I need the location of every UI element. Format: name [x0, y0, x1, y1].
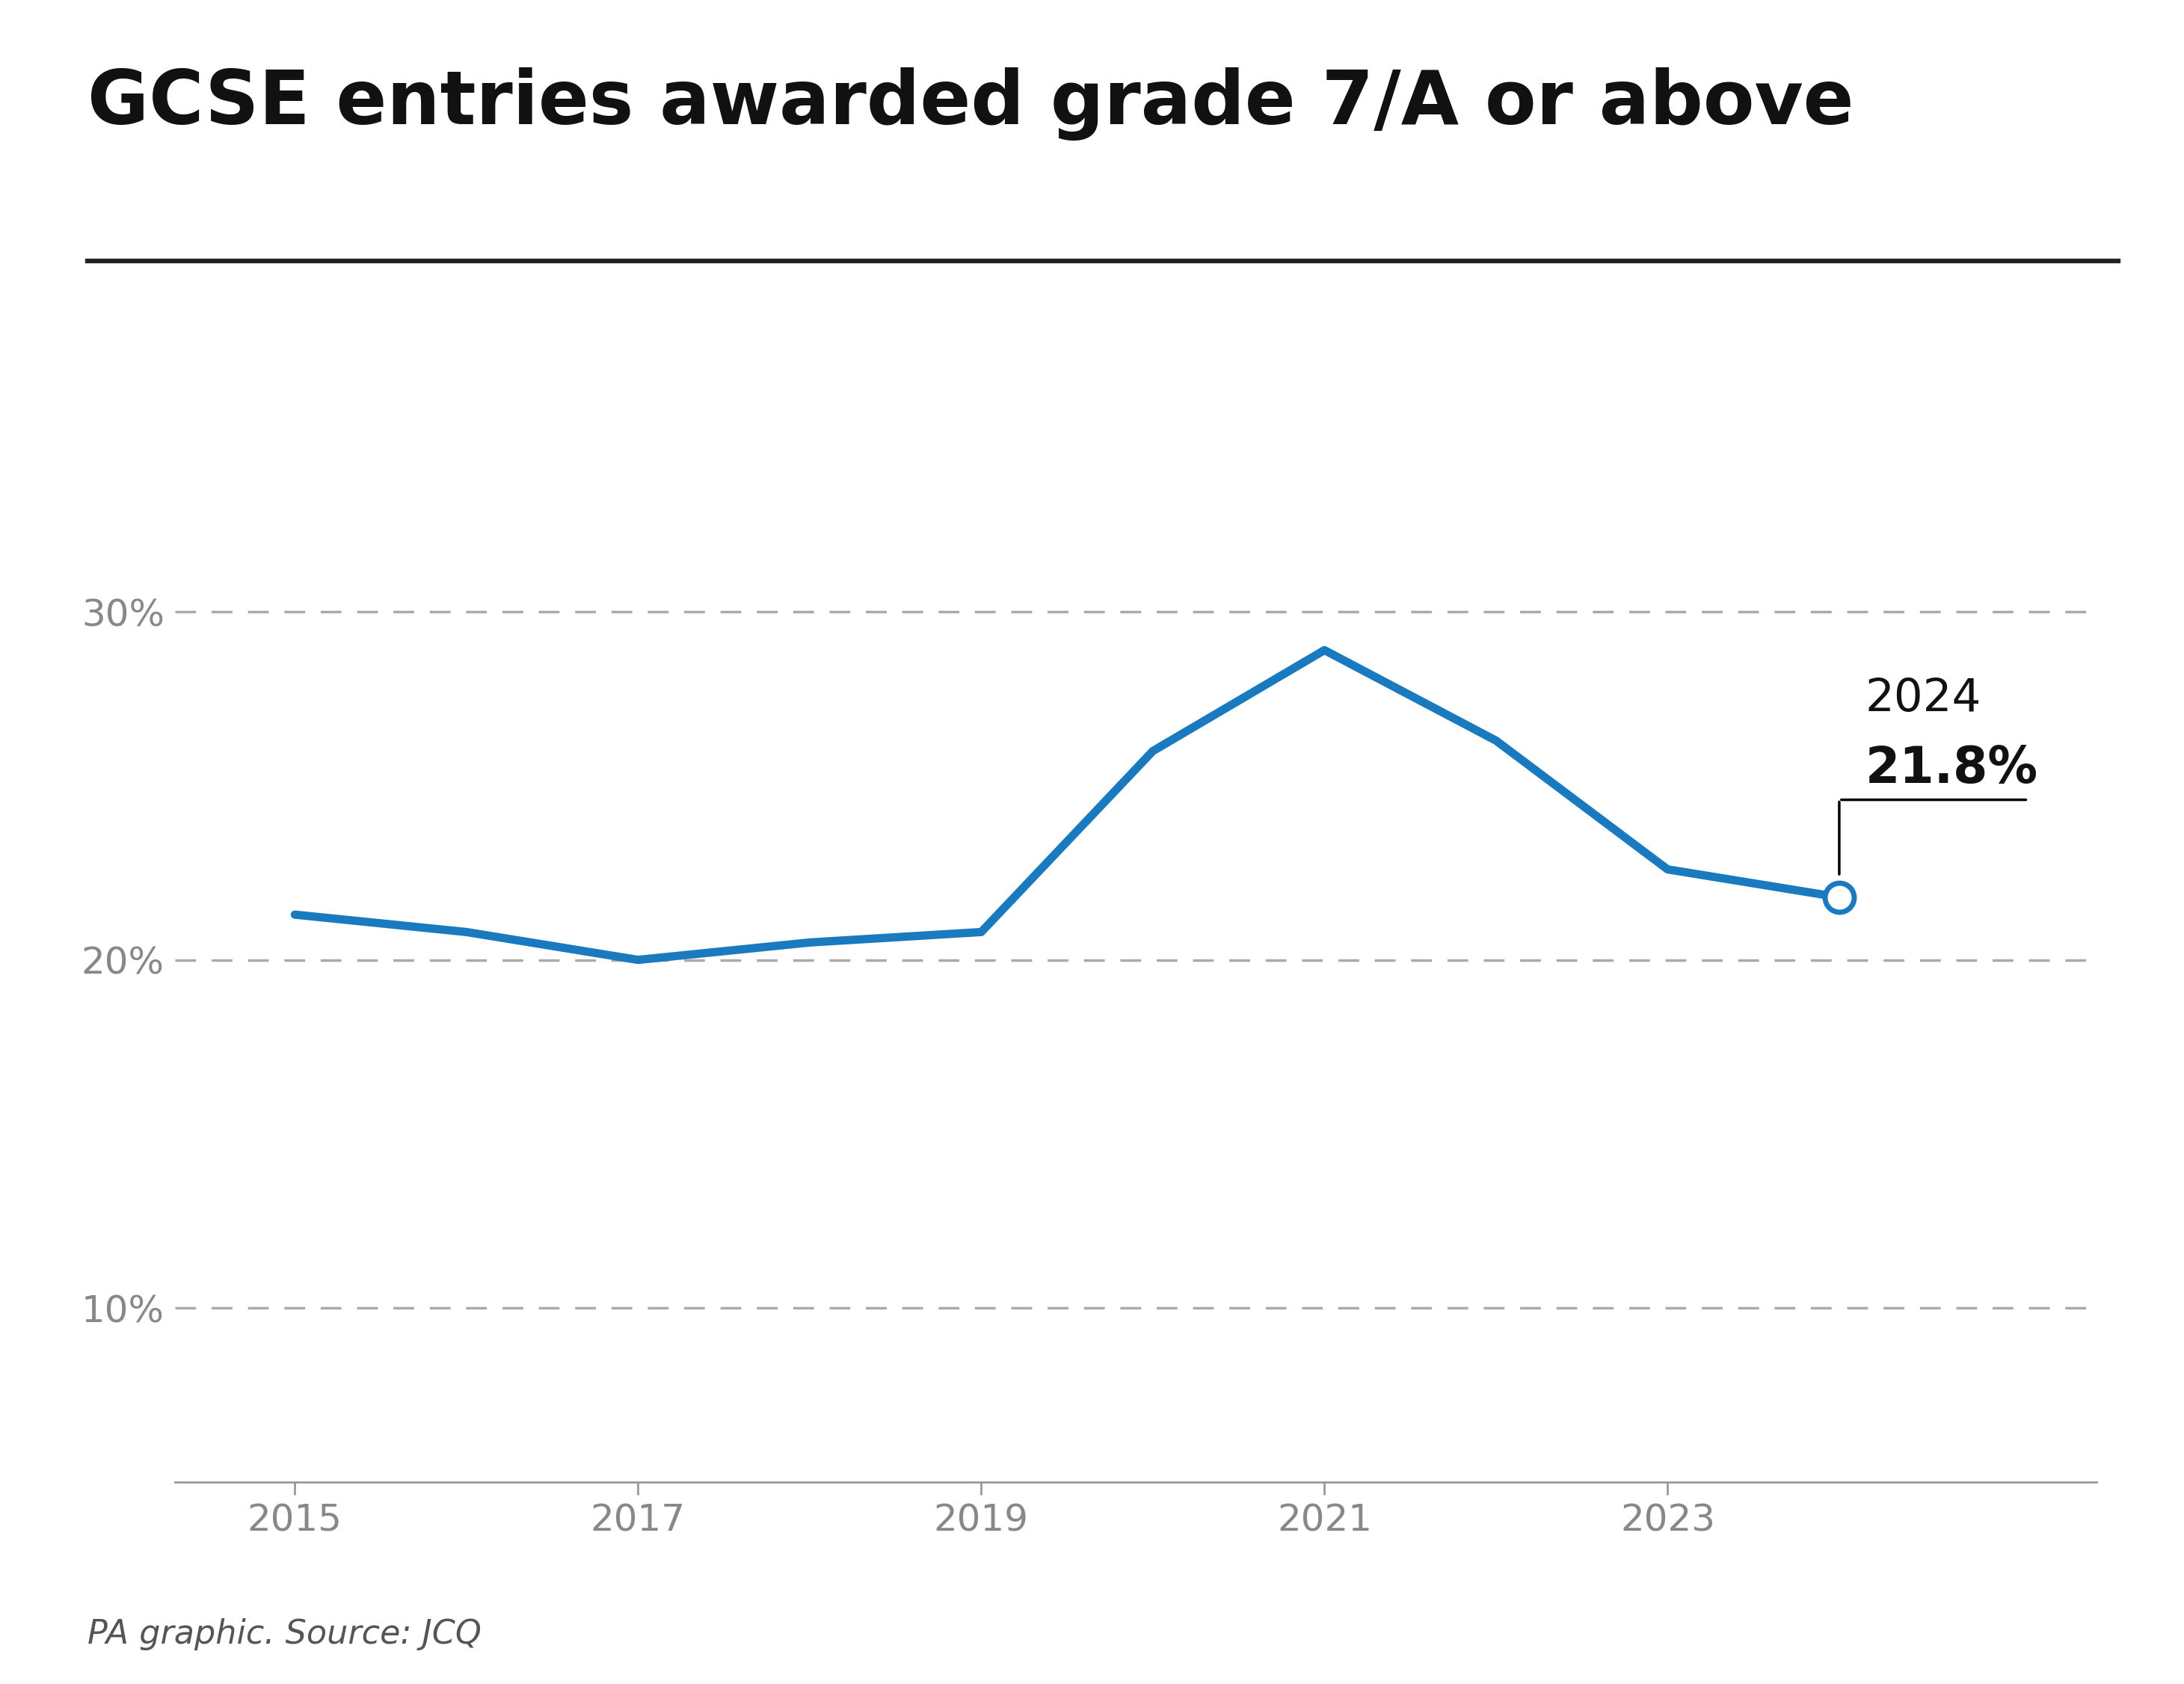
Text: 21.8%: 21.8% [1865, 744, 2038, 793]
Text: GCSE entries awarded grade 7/A or above: GCSE entries awarded grade 7/A or above [87, 67, 1854, 141]
Text: PA graphic. Source: JCQ: PA graphic. Source: JCQ [87, 1618, 480, 1650]
Text: 2024: 2024 [1865, 677, 1981, 721]
